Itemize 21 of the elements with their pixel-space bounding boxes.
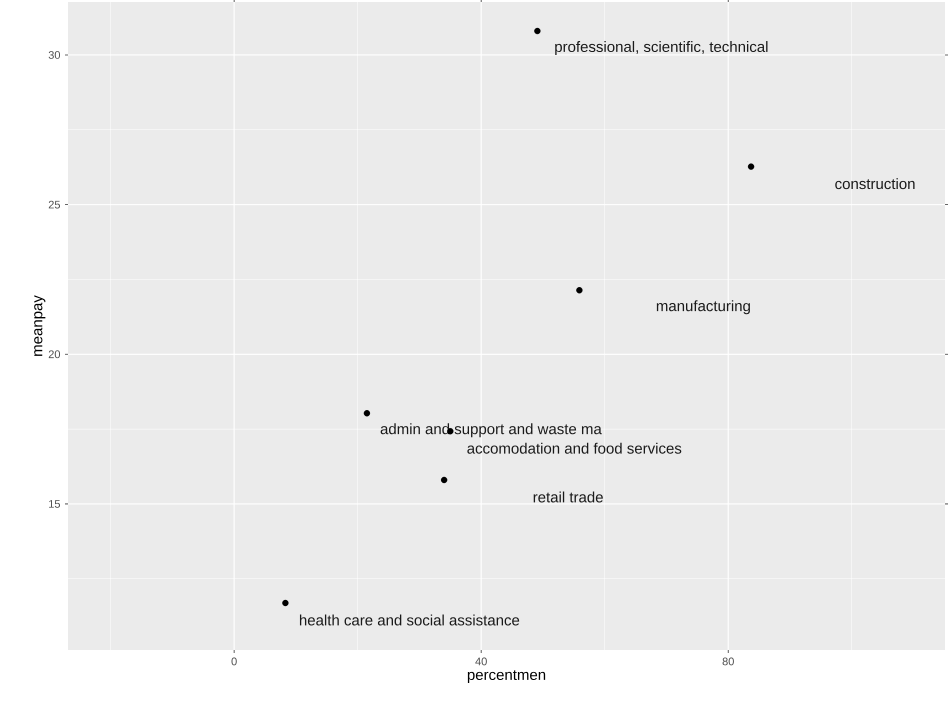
annotation: health care and social assistance	[300, 614, 520, 626]
point	[748, 163, 754, 170]
point	[282, 600, 289, 606]
y-tick-label: 25	[48, 200, 60, 209]
y-axis-title: meanpay	[34, 295, 46, 356]
point	[364, 410, 370, 416]
x-tick-label: 40	[475, 658, 487, 666]
y-tick-label: 20	[48, 350, 60, 358]
annotation: accomodation and food services	[467, 442, 682, 454]
x-axis-title: percentmen	[468, 670, 546, 683]
point	[440, 476, 448, 484]
y-tick-label: 30	[48, 51, 60, 59]
y-tick-label: 15	[49, 500, 60, 508]
x-tick-label: 0	[232, 658, 237, 666]
annotation: manufacturing	[656, 300, 750, 314]
annotation: retail trade	[534, 491, 603, 502]
point	[534, 28, 541, 34]
annotation: professional, scientific, technical	[555, 41, 768, 56]
x-tick-label: 80	[722, 658, 734, 666]
annotation: construction	[835, 178, 915, 190]
point	[576, 287, 583, 294]
